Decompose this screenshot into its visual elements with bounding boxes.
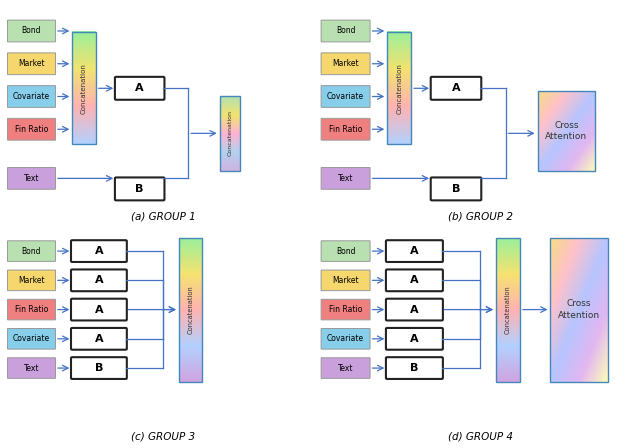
FancyBboxPatch shape: [386, 357, 443, 379]
Text: A: A: [452, 83, 460, 93]
Text: Fin Ratio: Fin Ratio: [329, 305, 362, 314]
Text: Covariate: Covariate: [13, 334, 50, 343]
FancyBboxPatch shape: [386, 328, 443, 350]
FancyBboxPatch shape: [71, 299, 127, 320]
FancyBboxPatch shape: [8, 86, 56, 108]
Text: A: A: [95, 334, 103, 344]
FancyBboxPatch shape: [321, 241, 370, 261]
Text: A: A: [95, 305, 103, 314]
FancyBboxPatch shape: [431, 77, 481, 100]
Text: Cross
Attention: Cross Attention: [545, 121, 588, 142]
FancyBboxPatch shape: [321, 118, 370, 140]
FancyBboxPatch shape: [8, 20, 56, 42]
Text: A: A: [136, 83, 144, 93]
Text: A: A: [410, 276, 419, 285]
Text: A: A: [95, 276, 103, 285]
Text: Market: Market: [332, 276, 359, 285]
Text: Concatenation: Concatenation: [227, 110, 232, 156]
FancyBboxPatch shape: [8, 118, 56, 140]
FancyBboxPatch shape: [321, 328, 370, 349]
FancyBboxPatch shape: [321, 20, 370, 42]
FancyBboxPatch shape: [321, 168, 370, 189]
Text: (c) GROUP 3: (c) GROUP 3: [131, 431, 195, 441]
FancyBboxPatch shape: [71, 269, 127, 291]
Text: B: B: [95, 363, 103, 373]
Text: Bond: Bond: [22, 246, 41, 256]
Text: (d) GROUP 4: (d) GROUP 4: [447, 431, 513, 441]
Text: Bond: Bond: [336, 246, 355, 256]
Text: Text: Text: [24, 174, 39, 183]
Text: Concatenation: Concatenation: [505, 285, 511, 334]
FancyBboxPatch shape: [8, 168, 56, 189]
Text: Concatenation: Concatenation: [188, 285, 194, 334]
Text: Fin Ratio: Fin Ratio: [15, 305, 48, 314]
Text: Covariate: Covariate: [327, 92, 364, 101]
FancyBboxPatch shape: [321, 358, 370, 379]
FancyBboxPatch shape: [8, 241, 56, 261]
Text: Covariate: Covariate: [13, 92, 50, 101]
Text: Market: Market: [18, 59, 45, 68]
Text: Cross
Attention: Cross Attention: [558, 299, 600, 320]
Text: B: B: [452, 184, 460, 194]
Text: Text: Text: [24, 364, 39, 373]
Text: Fin Ratio: Fin Ratio: [329, 125, 362, 134]
Text: (a) GROUP 1: (a) GROUP 1: [131, 212, 196, 222]
Text: Text: Text: [338, 174, 353, 183]
Text: B: B: [136, 184, 144, 194]
Text: B: B: [410, 363, 419, 373]
Text: (b) GROUP 2: (b) GROUP 2: [447, 212, 513, 222]
Text: Fin Ratio: Fin Ratio: [15, 125, 48, 134]
Text: A: A: [410, 246, 419, 256]
FancyBboxPatch shape: [386, 240, 443, 262]
FancyBboxPatch shape: [321, 270, 370, 291]
FancyBboxPatch shape: [115, 177, 164, 200]
FancyBboxPatch shape: [8, 270, 56, 291]
FancyBboxPatch shape: [71, 357, 127, 379]
FancyBboxPatch shape: [71, 328, 127, 350]
Text: A: A: [410, 305, 419, 314]
FancyBboxPatch shape: [321, 86, 370, 108]
Text: Concatenation: Concatenation: [396, 63, 402, 114]
FancyBboxPatch shape: [386, 299, 443, 320]
FancyBboxPatch shape: [8, 299, 56, 320]
FancyBboxPatch shape: [8, 358, 56, 379]
Text: A: A: [95, 246, 103, 256]
Text: Market: Market: [18, 276, 45, 285]
Text: Covariate: Covariate: [327, 334, 364, 343]
FancyBboxPatch shape: [115, 77, 164, 100]
Text: Bond: Bond: [336, 26, 355, 35]
FancyBboxPatch shape: [8, 328, 56, 349]
Text: Concatenation: Concatenation: [81, 63, 87, 114]
Text: Text: Text: [338, 364, 353, 373]
FancyBboxPatch shape: [321, 53, 370, 75]
Text: A: A: [410, 334, 419, 344]
Text: Market: Market: [332, 59, 359, 68]
Text: Bond: Bond: [22, 26, 41, 35]
FancyBboxPatch shape: [71, 240, 127, 262]
FancyBboxPatch shape: [8, 53, 56, 75]
FancyBboxPatch shape: [321, 299, 370, 320]
FancyBboxPatch shape: [431, 177, 481, 200]
FancyBboxPatch shape: [386, 269, 443, 291]
